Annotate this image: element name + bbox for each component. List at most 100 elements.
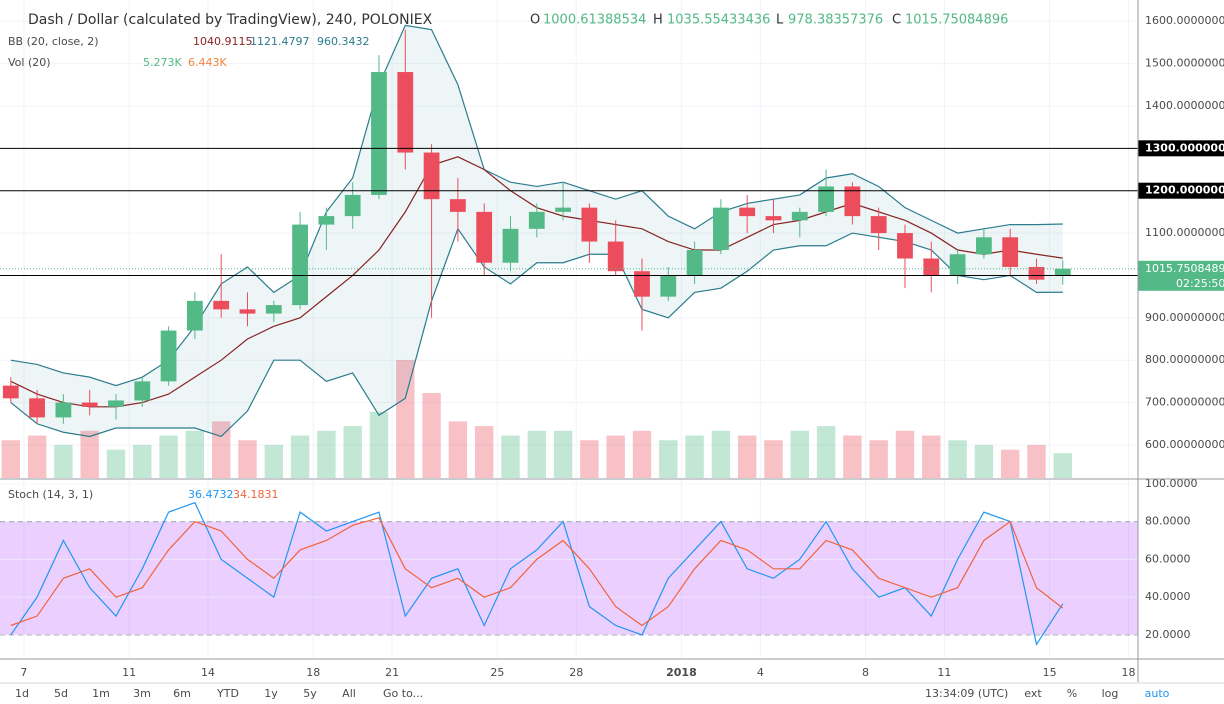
candle-body — [134, 381, 151, 401]
y-tick-label: 20.0000 — [1145, 628, 1191, 641]
volume-bar — [422, 393, 441, 478]
volume-bar — [185, 430, 205, 478]
bb-title: BB (20, close, 2) — [8, 35, 99, 48]
option-button[interactable]: log — [1102, 687, 1119, 700]
ohlc-value: 978.38357376 — [788, 13, 883, 28]
price-box — [1138, 182, 1224, 199]
ohlc-value: 1035.55433436 — [667, 13, 770, 28]
price-box — [1138, 140, 1224, 157]
candle-body — [607, 241, 624, 272]
volume-bar — [396, 360, 415, 478]
volume-bar — [54, 444, 73, 478]
y-tick-label: 60.0000 — [1145, 552, 1191, 565]
volume-bar — [974, 444, 994, 478]
vol-ma-value: 6.443K — [188, 56, 227, 69]
volume-bar — [448, 421, 468, 478]
chart-title: Dash / Dollar (calculated by TradingView… — [28, 12, 433, 28]
candle-body — [108, 400, 124, 407]
x-tick-label: 21 — [385, 666, 399, 679]
ohlc-label: L — [776, 13, 784, 28]
stoch-value: 36.4732 — [188, 488, 234, 501]
x-tick-label: 28 — [569, 666, 583, 679]
volume-bar — [369, 411, 389, 478]
ohlc-label: H — [653, 13, 663, 28]
bb-line — [10, 24, 1063, 387]
y-tick-label: 1100.00000000 — [1145, 226, 1224, 239]
candle-body — [949, 254, 966, 276]
goto-button[interactable]: Go to... — [383, 687, 423, 700]
x-tick-label: 11 — [937, 666, 951, 679]
range-button[interactable]: 5d — [54, 687, 68, 700]
volume-bar — [790, 430, 809, 478]
candle-body — [897, 233, 913, 259]
y-tick-label: 100.0000 — [1145, 477, 1198, 490]
y-tick-label: 700.00000000 — [1145, 396, 1224, 409]
last-price-box — [1138, 260, 1224, 291]
volume-bar — [737, 435, 757, 478]
volume-bar — [527, 430, 546, 478]
y-tick-label: 80.0000 — [1145, 515, 1191, 528]
candle-body — [975, 237, 992, 255]
range-button[interactable]: YTD — [216, 687, 239, 700]
ohlc-value: 1015.75084896 — [905, 13, 1008, 28]
stoch-title: Stoch (14, 3, 1) — [8, 488, 93, 501]
candle-body — [581, 207, 598, 242]
volume-bar — [1000, 449, 1020, 478]
ohlc-label: C — [892, 13, 901, 28]
range-button[interactable]: 5y — [303, 687, 317, 700]
y-tick-label: 900.00000000 — [1145, 311, 1224, 324]
candle-body — [397, 72, 414, 153]
candle-body — [55, 402, 72, 418]
volume-bar — [922, 435, 941, 478]
volume-bar — [290, 435, 310, 478]
x-tick-label: 2018 — [666, 666, 697, 679]
volume-bar — [948, 440, 967, 478]
candle-body — [791, 211, 808, 221]
volume-bar — [501, 435, 520, 478]
option-button[interactable]: % — [1067, 687, 1077, 700]
volume-bar — [80, 430, 99, 478]
x-tick-label: 18 — [1122, 666, 1136, 679]
volume-bar — [711, 430, 731, 478]
range-button[interactable]: All — [342, 687, 356, 700]
bb-value: 960.3432 — [317, 35, 370, 48]
range-button[interactable]: 1d — [15, 687, 29, 700]
candle-body — [712, 207, 729, 251]
volume-bar — [632, 430, 652, 478]
x-tick-label: 18 — [306, 666, 320, 679]
bb-value: 1121.4797 — [250, 35, 310, 48]
candle-body — [265, 305, 282, 314]
candle-body — [292, 224, 308, 306]
volume-bar — [606, 435, 625, 478]
option-button[interactable]: ext — [1024, 687, 1042, 700]
volume-bar — [1027, 444, 1046, 478]
x-tick-label: 25 — [490, 666, 504, 679]
candle-body — [1054, 268, 1071, 276]
stoch-line — [10, 517, 1064, 627]
range-button[interactable]: 1m — [92, 687, 110, 700]
range-button[interactable]: 6m — [173, 687, 191, 700]
volume-bar — [685, 435, 704, 478]
x-tick-label: 4 — [757, 666, 764, 679]
volume-bar — [1, 440, 20, 478]
volume-bar — [895, 430, 915, 478]
option-button[interactable]: auto — [1145, 687, 1170, 700]
volume-bar — [659, 440, 678, 478]
y-tick-label: 600.00000000 — [1145, 438, 1224, 451]
ohlc-value: 1000.61388534 — [543, 13, 646, 28]
range-button[interactable]: 3m — [133, 687, 151, 700]
price-box-label: 1300.00000000 — [1145, 141, 1224, 154]
volume-bar — [238, 440, 257, 478]
volume-bar — [343, 426, 362, 478]
countdown: 02:25:50 — [1176, 277, 1224, 290]
candle-body — [239, 309, 256, 314]
bb-line — [10, 227, 1063, 438]
volume-bar — [553, 430, 573, 478]
stoch-line — [10, 501, 1064, 646]
last-price-label: 1015.75084896 — [1145, 262, 1224, 275]
candle-body — [634, 271, 650, 297]
volume-bar — [264, 444, 283, 478]
range-button[interactable]: 1y — [264, 687, 278, 700]
